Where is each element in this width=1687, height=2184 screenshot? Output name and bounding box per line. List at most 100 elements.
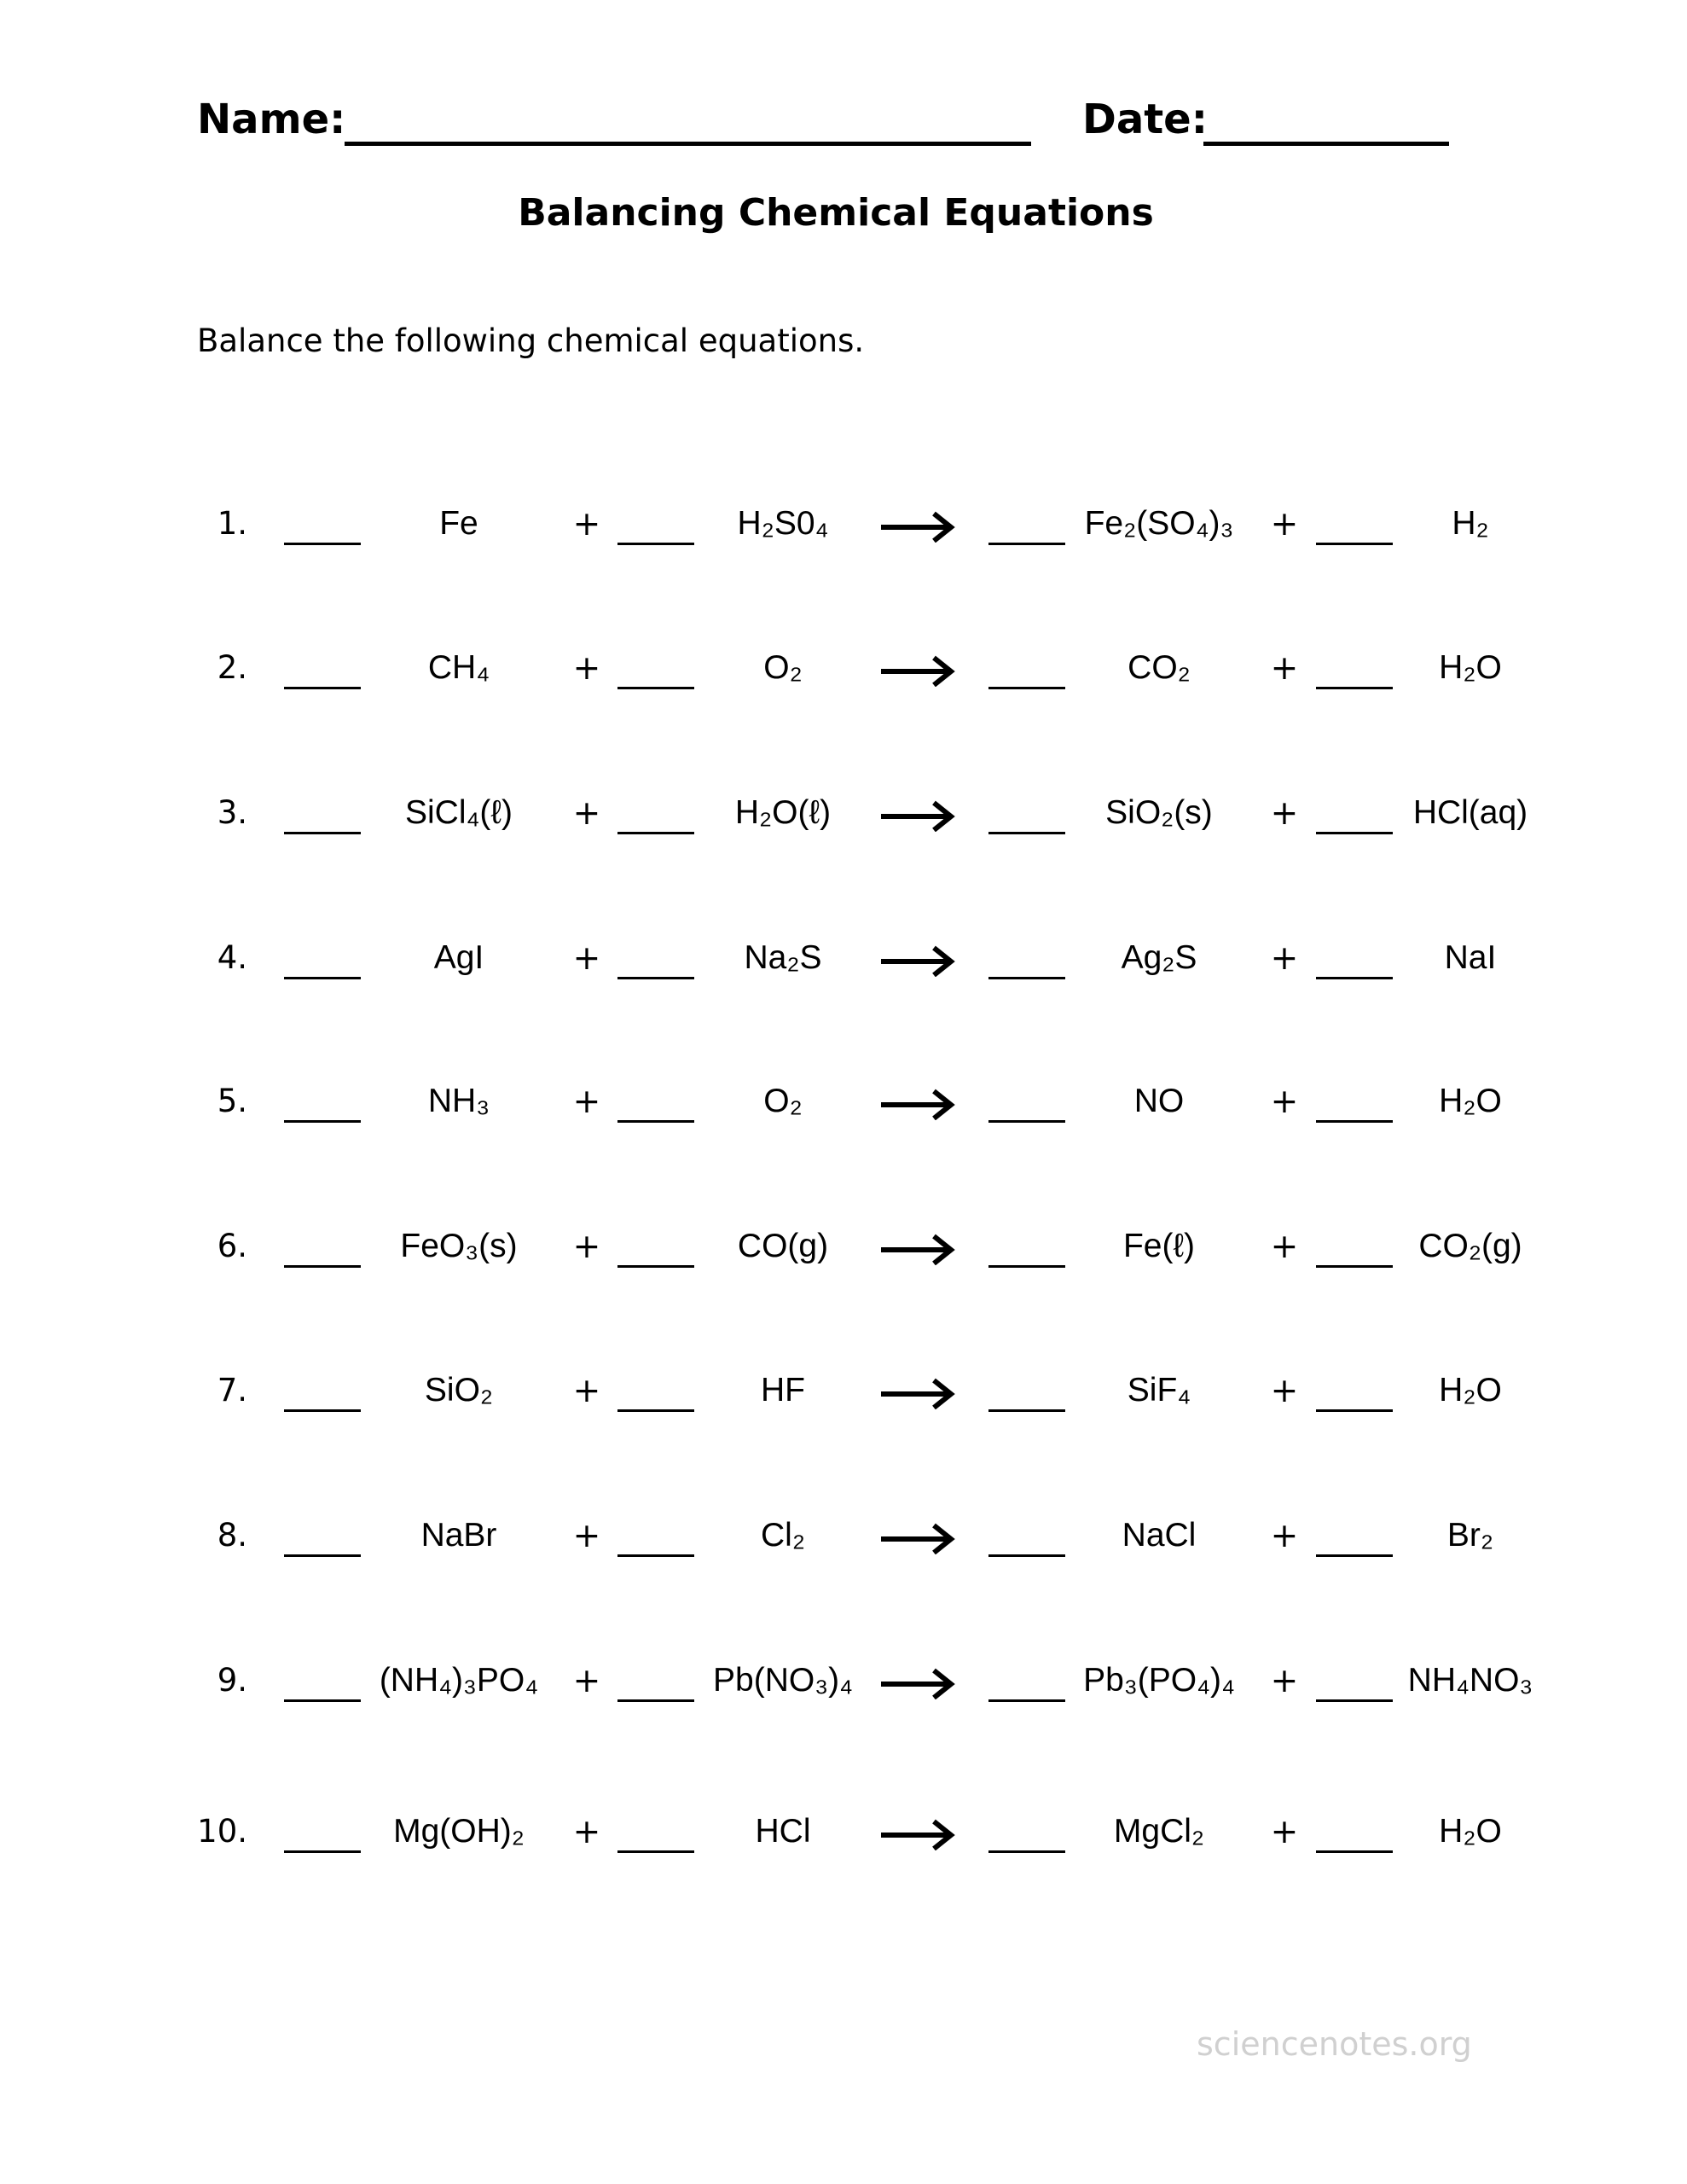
product-2: H₂O — [1439, 1372, 1502, 1409]
coefficient-blank[interactable] — [988, 1554, 1065, 1557]
plus-sign: + — [1270, 1813, 1299, 1851]
coefficient-blank[interactable] — [988, 1850, 1065, 1853]
coefficient-blank[interactable] — [988, 832, 1065, 834]
plus-sign: + — [1270, 794, 1299, 833]
equation-number: 1. — [217, 505, 247, 542]
equation-row: 7. SiO₂ + HF SiF₄ + H₂O — [0, 1372, 1687, 1440]
coefficient-blank[interactable] — [1316, 1120, 1393, 1123]
equation-row: 10. Mg(OH)₂ + HCl MgCl₂ + H₂O — [0, 1813, 1687, 1881]
coefficient-blank[interactable] — [1316, 977, 1393, 979]
equation-row: 3. SiCl₄(ℓ) + H₂O(ℓ) SiO₂(s) + HCl(aq) — [0, 794, 1687, 863]
coefficient-blank[interactable] — [284, 1554, 361, 1557]
coefficient-blank[interactable] — [988, 1699, 1065, 1702]
reactant-1: NaBr — [420, 1517, 497, 1554]
coefficient-blank[interactable] — [1316, 687, 1393, 689]
equation-row: 9. (NH₄)₃PO₄ + Pb(NO₃)₄ Pb₃(PO₄)₄ + NH₄NO₃ — [0, 1662, 1687, 1730]
reactant-1: (NH₄)₃PO₄ — [379, 1662, 539, 1699]
reactant-1: CH₄ — [427, 649, 490, 686]
coefficient-blank[interactable] — [988, 1409, 1065, 1412]
equation-number: 4. — [217, 939, 247, 976]
arrow-icon — [881, 800, 955, 832]
coefficient-blank[interactable] — [284, 1699, 361, 1702]
coefficient-blank[interactable] — [284, 687, 361, 689]
plus-sign: + — [572, 939, 601, 978]
equation-number: 9. — [217, 1662, 247, 1699]
plus-sign: + — [572, 1228, 601, 1266]
product-2: CO₂(g) — [1418, 1228, 1522, 1264]
product-2: Br₂ — [1446, 1517, 1494, 1554]
coefficient-blank[interactable] — [1316, 1554, 1393, 1557]
arrow-icon — [881, 945, 955, 977]
product-1: NO — [1133, 1083, 1185, 1119]
reactant-2: Na₂S — [744, 939, 822, 976]
plus-sign: + — [572, 1517, 601, 1555]
reactant-1: AgI — [433, 939, 484, 976]
coefficient-blank[interactable] — [617, 687, 694, 689]
coefficient-blank[interactable] — [1316, 1265, 1393, 1268]
coefficient-blank[interactable] — [617, 1265, 694, 1268]
coefficient-blank[interactable] — [284, 977, 361, 979]
equation-number: 5. — [217, 1083, 247, 1119]
coefficient-blank[interactable] — [988, 687, 1065, 689]
coefficient-blank[interactable] — [617, 977, 694, 979]
coefficient-blank[interactable] — [988, 977, 1065, 979]
product-1: Fe₂(SO₄)₃ — [1084, 505, 1234, 542]
arrow-icon — [881, 1668, 955, 1699]
product-2: HCl(aq) — [1412, 794, 1528, 831]
coefficient-blank[interactable] — [617, 1554, 694, 1557]
equation-number: 8. — [217, 1517, 247, 1554]
coefficient-blank[interactable] — [1316, 1699, 1393, 1702]
coefficient-blank[interactable] — [284, 1120, 361, 1123]
reactant-1: SiO₂ — [424, 1372, 494, 1409]
coefficient-blank[interactable] — [284, 1409, 361, 1412]
reactant-2: HCl — [755, 1813, 811, 1850]
plus-sign: + — [1270, 939, 1299, 978]
date-label: Date: — [1082, 96, 1208, 143]
reactant-2: O₂ — [763, 649, 803, 686]
date-field-line[interactable] — [1203, 142, 1449, 146]
coefficient-blank[interactable] — [617, 1850, 694, 1853]
arrow-icon — [881, 655, 955, 687]
coefficient-blank[interactable] — [1316, 1850, 1393, 1853]
name-field-line[interactable] — [345, 142, 1031, 146]
product-2: H₂O — [1439, 1083, 1502, 1119]
reactant-2: Pb(NO₃)₄ — [713, 1662, 853, 1699]
reactant-2: H₂S0₄ — [737, 505, 829, 542]
coefficient-blank[interactable] — [617, 1409, 694, 1412]
coefficient-blank[interactable] — [617, 1699, 694, 1702]
product-1: NaCl — [1122, 1517, 1197, 1554]
coefficient-blank[interactable] — [617, 832, 694, 834]
product-1: CO₂ — [1128, 649, 1191, 686]
plus-sign: + — [1270, 649, 1299, 688]
coefficient-blank[interactable] — [1316, 1409, 1393, 1412]
reactant-1: SiCl₄(ℓ) — [404, 794, 513, 831]
coefficient-blank[interactable] — [988, 543, 1065, 545]
coefficient-blank[interactable] — [284, 832, 361, 834]
coefficient-blank[interactable] — [988, 1120, 1065, 1123]
equation-row: 4. AgI + Na₂S Ag₂S + NaI — [0, 939, 1687, 1008]
plus-sign: + — [572, 1372, 601, 1410]
page-title: Balancing Chemical Equations — [518, 191, 1154, 235]
coefficient-blank[interactable] — [284, 1850, 361, 1853]
coefficient-blank[interactable] — [284, 543, 361, 545]
coefficient-blank[interactable] — [1316, 832, 1393, 834]
reactant-2: H₂O(ℓ) — [734, 794, 832, 831]
arrow-icon — [881, 1089, 955, 1120]
plus-sign: + — [572, 794, 601, 833]
product-1: SiF₄ — [1127, 1372, 1191, 1409]
plus-sign: + — [1270, 1228, 1299, 1266]
plus-sign: + — [1270, 1372, 1299, 1410]
equation-row: 1. Fe + H₂S0₄ Fe₂(SO₄)₃ + H₂ — [0, 505, 1687, 573]
coefficient-blank[interactable] — [1316, 543, 1393, 545]
equation-row: 5. NH₃ + O₂ NO + H₂O — [0, 1083, 1687, 1151]
coefficient-blank[interactable] — [617, 1120, 694, 1123]
coefficient-blank[interactable] — [284, 1265, 361, 1268]
product-2: H₂O — [1439, 649, 1502, 686]
arrow-icon — [881, 1819, 955, 1850]
plus-sign: + — [1270, 1517, 1299, 1555]
arrow-icon — [881, 511, 955, 543]
coefficient-blank[interactable] — [617, 543, 694, 545]
coefficient-blank[interactable] — [988, 1265, 1065, 1268]
product-2: H₂ — [1452, 505, 1489, 542]
equation-number: 7. — [217, 1372, 247, 1409]
